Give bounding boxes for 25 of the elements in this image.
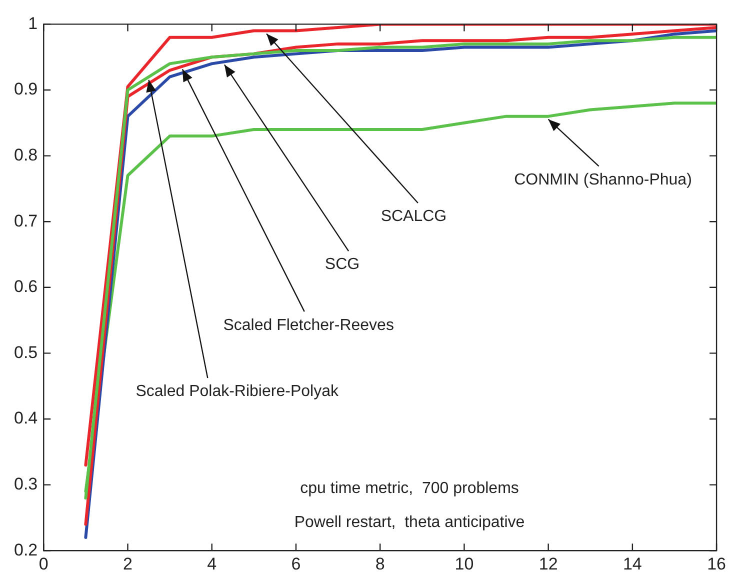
annotation: SCG: [324, 256, 360, 274]
y-tick-label: 0.4: [14, 408, 38, 428]
x-tick-label: 2: [123, 554, 132, 574]
annotation: CONMIN (Shanno-Phua): [514, 171, 692, 188]
annotation: Scaled Polak-Ribiere-Polyak: [136, 383, 340, 400]
x-tick-label: 10: [454, 554, 474, 574]
annotation: Scaled Fletcher-Reeves: [223, 316, 394, 334]
annotation: Powell restart, theta anticipative: [294, 514, 525, 532]
x-tick-label: 6: [291, 554, 301, 574]
y-tick-label: 0.7: [14, 211, 38, 230]
x-tick-label: 0: [38, 554, 48, 574]
y-tick-label: 0.6: [14, 277, 38, 296]
y-tick-label: 0.2: [14, 540, 38, 560]
y-tick-label: 0.3: [14, 474, 38, 494]
y-tick-label: 0.8: [14, 145, 38, 164]
y-tick-label: 1: [28, 14, 38, 33]
x-tick-label: 4: [207, 554, 217, 574]
y-tick-label: 0.9: [14, 80, 38, 99]
x-tick-label: 8: [375, 554, 385, 574]
x-tick-label: 14: [622, 554, 642, 574]
x-tick-label: 16: [707, 554, 726, 574]
annotation: SCALCG: [380, 208, 447, 226]
x-tick-label: 12: [538, 554, 558, 574]
y-tick-label: 0.5: [14, 342, 38, 362]
annotation: cpu time metric, 700 problems: [300, 480, 519, 498]
